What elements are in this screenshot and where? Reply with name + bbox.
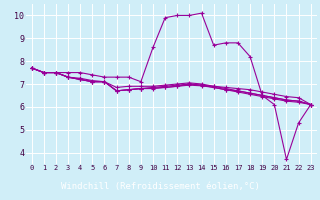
Text: Windchill (Refroidissement éolien,°C): Windchill (Refroidissement éolien,°C) bbox=[60, 182, 260, 191]
